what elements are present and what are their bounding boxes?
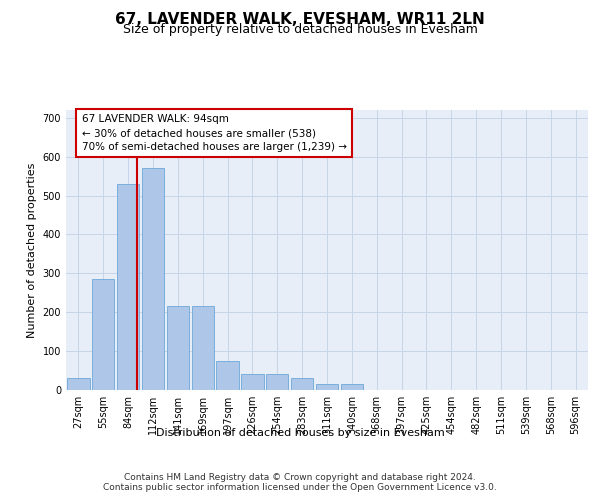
- Y-axis label: Number of detached properties: Number of detached properties: [27, 162, 37, 338]
- Bar: [167, 306, 189, 390]
- Bar: [142, 168, 164, 390]
- Bar: [67, 378, 89, 390]
- Bar: [241, 374, 263, 390]
- Text: Contains public sector information licensed under the Open Government Licence v3: Contains public sector information licen…: [103, 482, 497, 492]
- Text: Distribution of detached houses by size in Evesham: Distribution of detached houses by size …: [155, 428, 445, 438]
- Bar: [316, 384, 338, 390]
- Bar: [117, 184, 139, 390]
- Bar: [92, 279, 115, 390]
- Bar: [291, 378, 313, 390]
- Bar: [191, 306, 214, 390]
- Text: 67 LAVENDER WALK: 94sqm
← 30% of detached houses are smaller (538)
70% of semi-d: 67 LAVENDER WALK: 94sqm ← 30% of detache…: [82, 114, 347, 152]
- Text: 67, LAVENDER WALK, EVESHAM, WR11 2LN: 67, LAVENDER WALK, EVESHAM, WR11 2LN: [115, 12, 485, 28]
- Text: Contains HM Land Registry data © Crown copyright and database right 2024.: Contains HM Land Registry data © Crown c…: [124, 472, 476, 482]
- Bar: [341, 384, 363, 390]
- Text: Size of property relative to detached houses in Evesham: Size of property relative to detached ho…: [122, 22, 478, 36]
- Bar: [217, 361, 239, 390]
- Bar: [266, 374, 289, 390]
